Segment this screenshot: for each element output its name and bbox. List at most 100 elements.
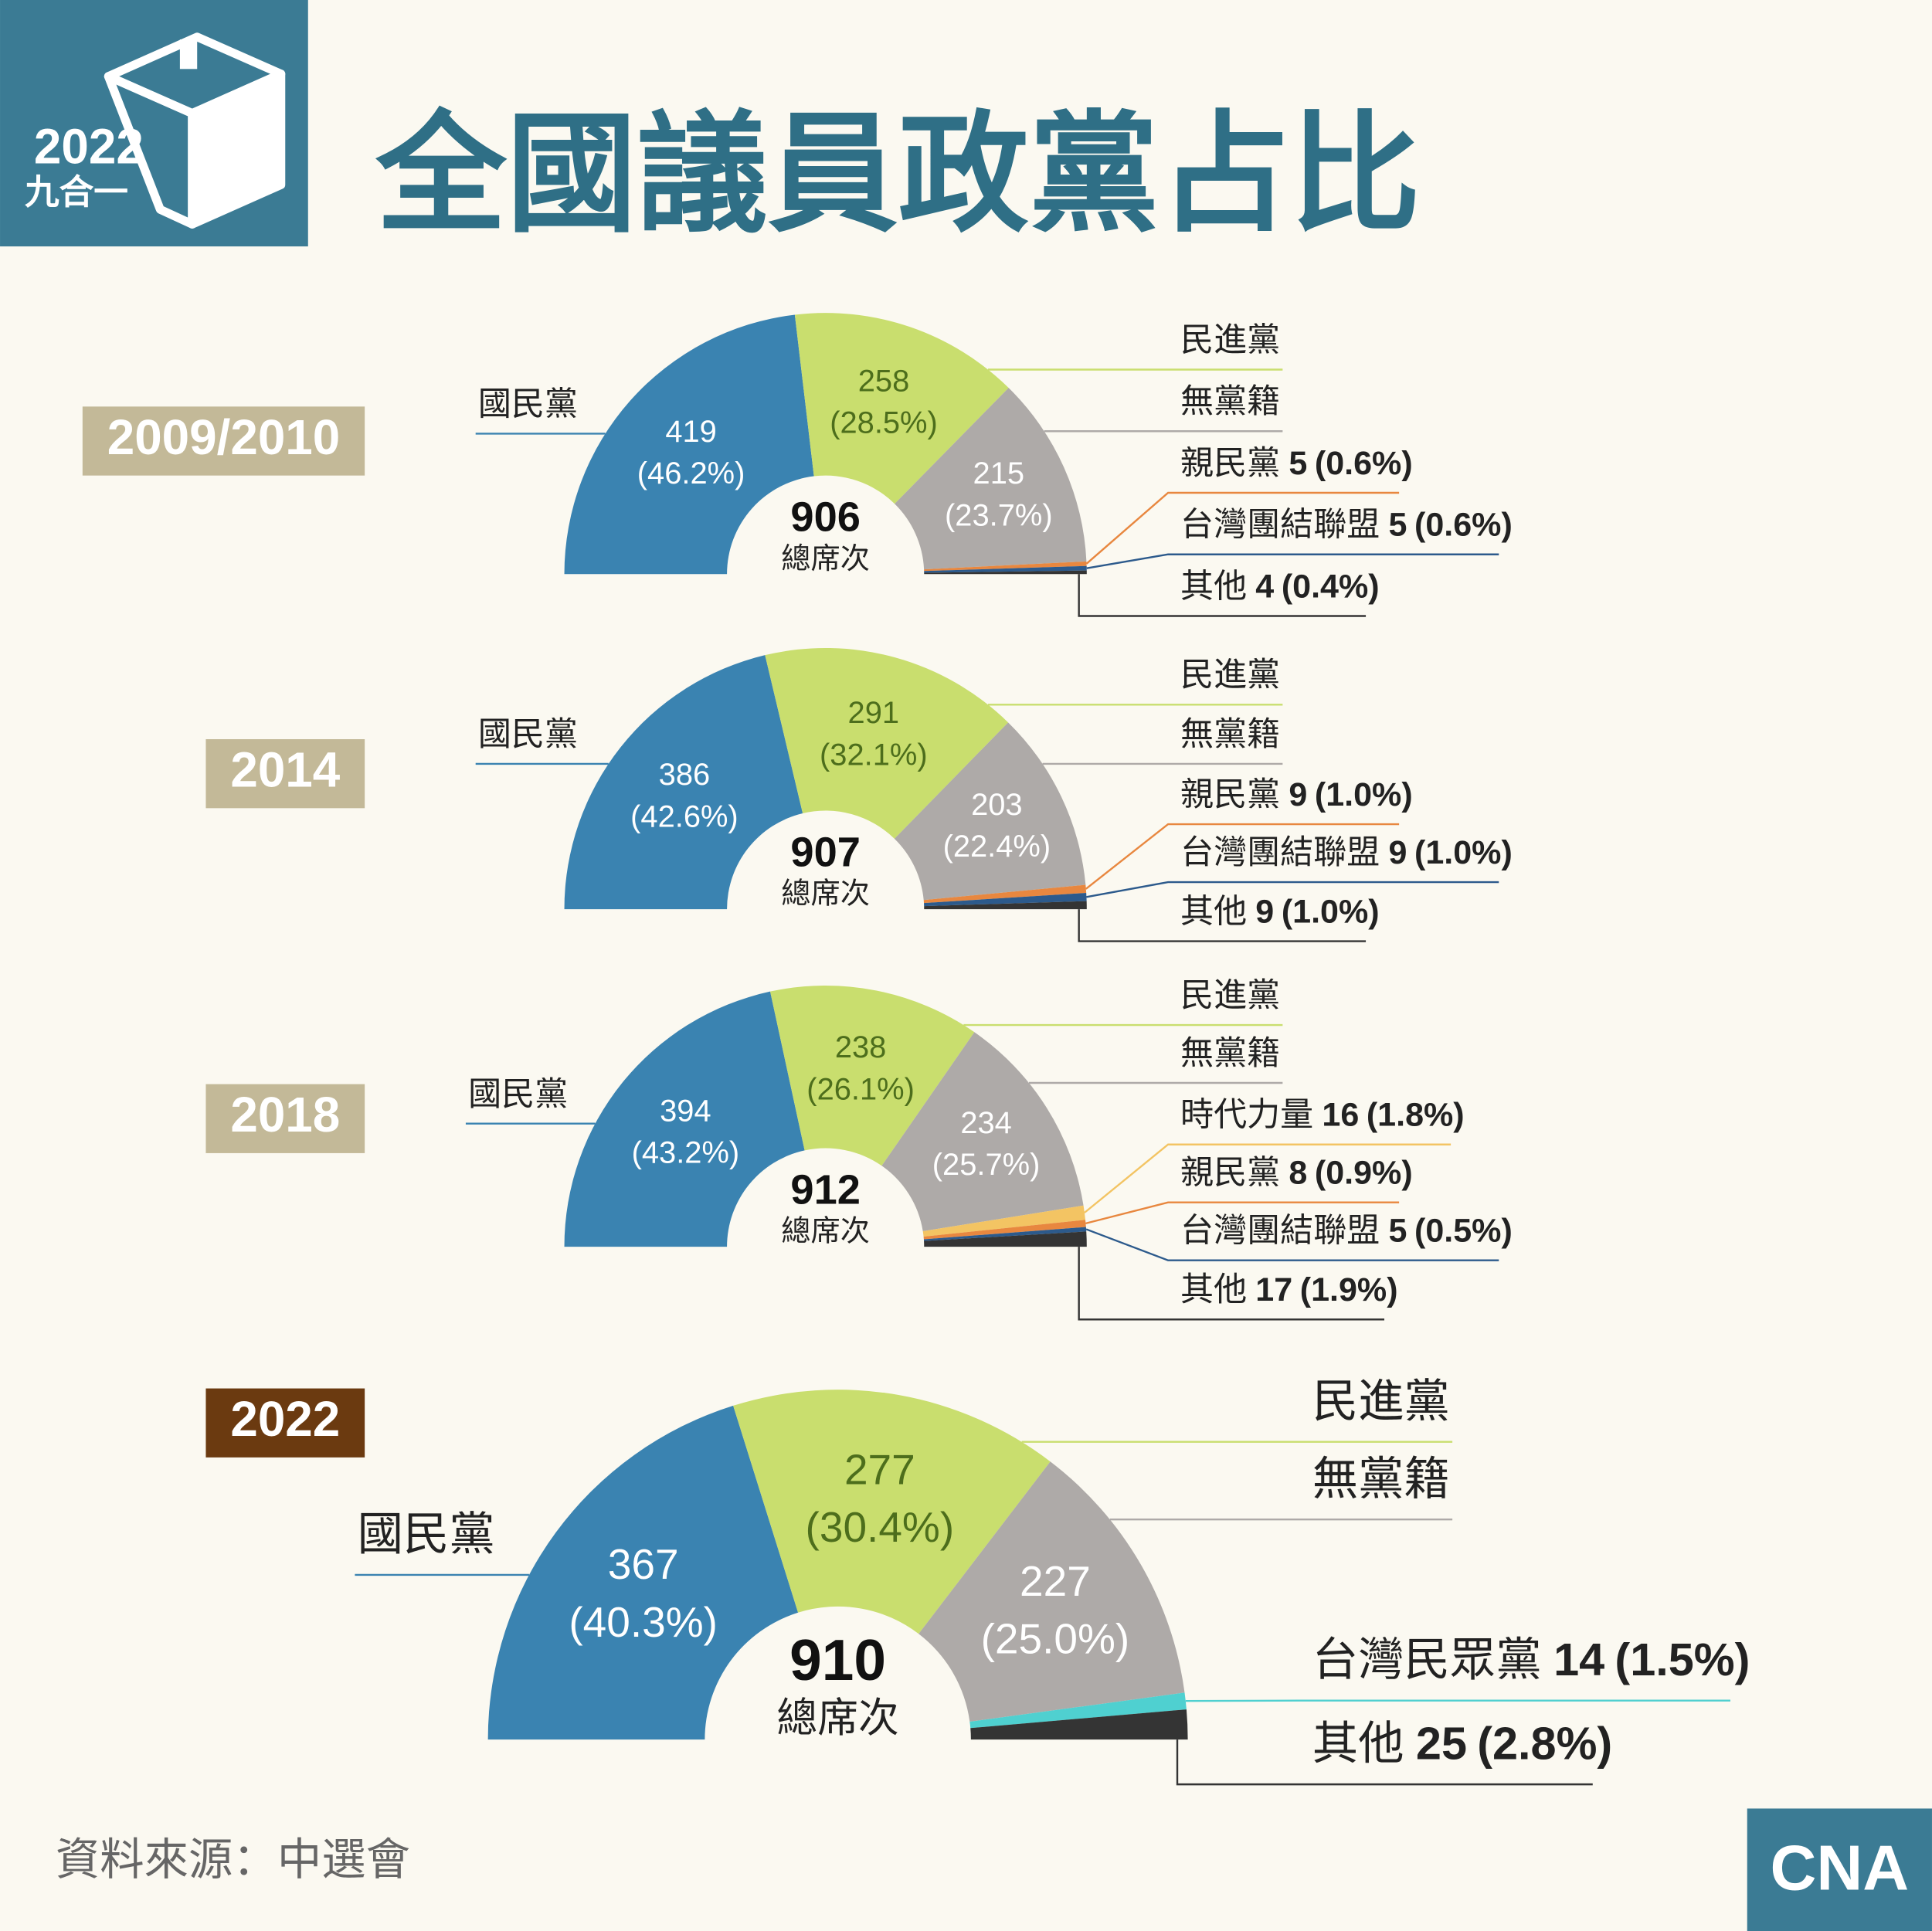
main-title: 全國議員政黨占比 [375, 101, 1420, 247]
legend-name: 無黨籍 [1180, 716, 1280, 753]
legend-value: 8 [1289, 1155, 1307, 1192]
slice-share: (26.1%) [806, 1072, 915, 1106]
slice [733, 1390, 1051, 1634]
total-label: 總席次 [776, 1695, 898, 1741]
slice [918, 1461, 1185, 1722]
leader-line [1085, 823, 1400, 890]
legend-name: 台灣團結聯盟 [1180, 834, 1380, 871]
legend-name: 親民黨 [1180, 776, 1280, 813]
source: 資料來源：中選會 [56, 1835, 410, 1885]
legend-label: 親民黨 9 (1.0%) [1180, 776, 1413, 813]
legend-share: (0.6%) [1414, 507, 1513, 544]
legend-label: 台灣團結聯盟 5 (0.5%) [1180, 1213, 1513, 1250]
legend-label: 其他 25 (2.8%) [1312, 1717, 1613, 1769]
legend-label: 其他 17 (1.9%) [1180, 1272, 1398, 1309]
legend-name: 其他 [1180, 894, 1247, 931]
legend-value: 14 [1553, 1634, 1604, 1685]
slice-share: (32.1%) [820, 738, 928, 772]
year-box [82, 406, 365, 476]
legend-label: 其他 9 (1.0%) [1180, 894, 1380, 931]
legend-label: 台灣團結聯盟 5 (0.6%) [1180, 507, 1513, 544]
legend-label: 民進黨 [1180, 657, 1280, 694]
legend-share: (1.5%) [1615, 1634, 1750, 1685]
logo-label: 九合一 [25, 174, 128, 212]
slice-value: 238 [835, 1030, 887, 1064]
legend-share: (0.4%) [1282, 568, 1380, 606]
slice [970, 1709, 1188, 1740]
slice-share: (30.4%) [806, 1503, 955, 1551]
leader-line [1185, 1699, 1730, 1702]
legend-name: 其他 [1180, 1272, 1247, 1309]
legend-name: 民進黨 [1180, 977, 1280, 1014]
legend-share: (0.5%) [1414, 1213, 1513, 1250]
total-label: 總席次 [781, 1215, 870, 1248]
total-value: 912 [790, 1166, 860, 1213]
leader-line [1078, 574, 1367, 617]
leader-line [1078, 1247, 1385, 1321]
legend-value: 25 [1416, 1717, 1467, 1769]
slice-value: 227 [1020, 1557, 1091, 1605]
leader-line [1078, 909, 1367, 942]
slice [487, 1405, 799, 1740]
slice-share: (40.3%) [569, 1598, 718, 1646]
slice-value: 203 [971, 788, 1023, 822]
legend-value: 5 [1388, 507, 1407, 544]
leader-line [1086, 553, 1499, 569]
slice-share: (23.7%) [945, 498, 1053, 532]
legend-value: 5 [1289, 445, 1307, 482]
legend-value: 5 [1388, 1213, 1407, 1250]
total-value: 906 [790, 494, 860, 540]
slice [895, 388, 1087, 570]
slice-value: 419 [665, 415, 717, 449]
slice [894, 722, 1086, 901]
legend-name: 時代力量 [1180, 1097, 1313, 1134]
year-label: 2018 [230, 1087, 340, 1142]
legend-share: (1.8%) [1367, 1097, 1465, 1134]
slice [924, 561, 1087, 572]
ballot-icon [104, 32, 286, 229]
slice [564, 655, 803, 910]
total-label: 總席次 [781, 877, 870, 911]
leader-line [1086, 881, 1499, 898]
slice-share: (42.6%) [630, 799, 739, 833]
slice-value: 215 [973, 456, 1025, 490]
slice [765, 647, 1009, 839]
slice-value: 277 [844, 1445, 915, 1493]
legend-label: 民進黨 [1312, 1375, 1450, 1427]
slice-value: 291 [848, 696, 900, 730]
year-label: 2009/2010 [107, 409, 341, 465]
slice [770, 985, 975, 1166]
year-box [205, 1084, 365, 1153]
slice-share: (25.7%) [932, 1148, 1041, 1182]
leader-line [1085, 491, 1400, 565]
legend-label: 國民黨 [468, 1076, 568, 1113]
slice [924, 893, 1087, 907]
leader-line [1084, 1143, 1452, 1213]
slice-share: (22.4%) [943, 830, 1051, 864]
slice-value: 367 [608, 1540, 679, 1588]
slice [922, 1205, 1086, 1237]
legend-name: 無黨籍 [1312, 1452, 1450, 1504]
legend-name: 其他 [1312, 1717, 1404, 1769]
slice [924, 901, 1087, 910]
legend-value: 16 [1322, 1097, 1359, 1134]
legend-name: 親民黨 [1180, 445, 1280, 482]
slice-share: (28.5%) [830, 406, 938, 440]
slice [969, 1692, 1187, 1729]
total-value: 910 [789, 1627, 886, 1692]
legend-name: 無黨籍 [1180, 384, 1280, 421]
legend-name: 台灣團結聯盟 [1180, 507, 1380, 544]
slice [564, 314, 814, 575]
year-label: 2014 [230, 742, 340, 798]
legend-share: (1.0%) [1282, 894, 1380, 931]
logo-year: 2022 [34, 118, 144, 174]
legend-label: 無黨籍 [1180, 384, 1280, 421]
slice [924, 570, 1087, 575]
legend-share: (2.8%) [1477, 1717, 1612, 1769]
legend-label: 無黨籍 [1180, 1035, 1280, 1072]
legend-name: 親民黨 [1180, 1155, 1280, 1192]
year-label: 2022 [230, 1391, 340, 1447]
legend-label: 時代力量 16 (1.8%) [1180, 1097, 1465, 1134]
legend-name: 無黨籍 [1180, 1035, 1280, 1072]
legend-label: 其他 4 (0.4%) [1180, 568, 1380, 606]
